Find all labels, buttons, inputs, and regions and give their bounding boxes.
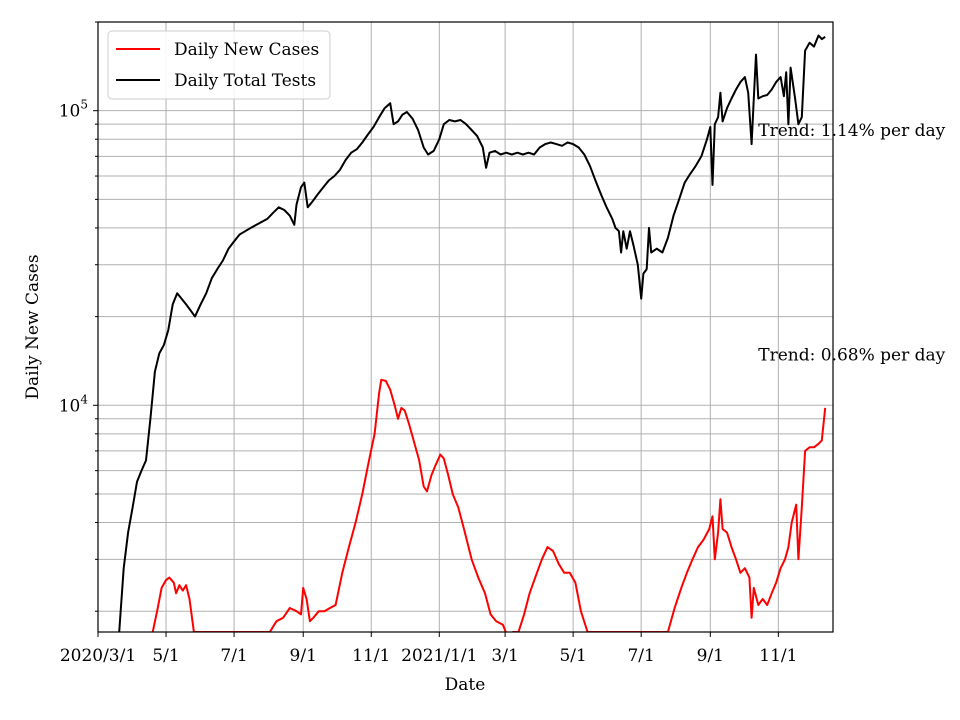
series-layer [118,34,827,632]
y-tick-label-1: 105 [59,98,88,122]
trend-annotation-1: Trend: 0.68% per day [758,345,945,365]
annotations: Trend: 1.14% per day Trend: 0.68% per day [758,121,945,365]
x-tick-label-8: 7/1 [627,646,654,666]
x-tick-label-5: 2021/1/1 [401,646,477,666]
y-tick-label-0: 104 [59,392,89,416]
x-tick-label-2: 7/1 [220,646,247,666]
trend-annotation-0: Trend: 1.14% per day [758,121,945,141]
y-axis-label: Daily New Cases [23,254,43,399]
x-tick-label-4: 11/1 [352,646,390,666]
x-tick-label-1: 5/1 [152,646,179,666]
legend-box [107,30,331,100]
x-tick-label-9: 9/1 [697,646,724,666]
x-tick-label-7: 5/1 [559,646,586,666]
legend-label-daily-total-tests: Daily Total Tests [174,71,316,91]
x-tick-label-0: 2020/3/1 [60,646,136,666]
axis-ticks: 2020/3/1 5/1 7/1 9/1 11/1 2021/1/1 3/1 5/1 7/1 9/… [59,21,797,666]
legend: Daily New Cases Daily Total Tests [107,30,331,100]
x-tick-label-6: 3/1 [491,646,518,666]
legend-label-daily-new-cases: Daily New Cases [174,40,319,60]
series-line-0 [151,378,827,632]
x-axis-label: Date [445,675,486,695]
plot-frame [97,21,834,633]
x-tick-label-10: 11/1 [759,646,797,666]
series-line-1 [118,34,826,632]
x-tick-label-3: 9/1 [290,646,317,666]
